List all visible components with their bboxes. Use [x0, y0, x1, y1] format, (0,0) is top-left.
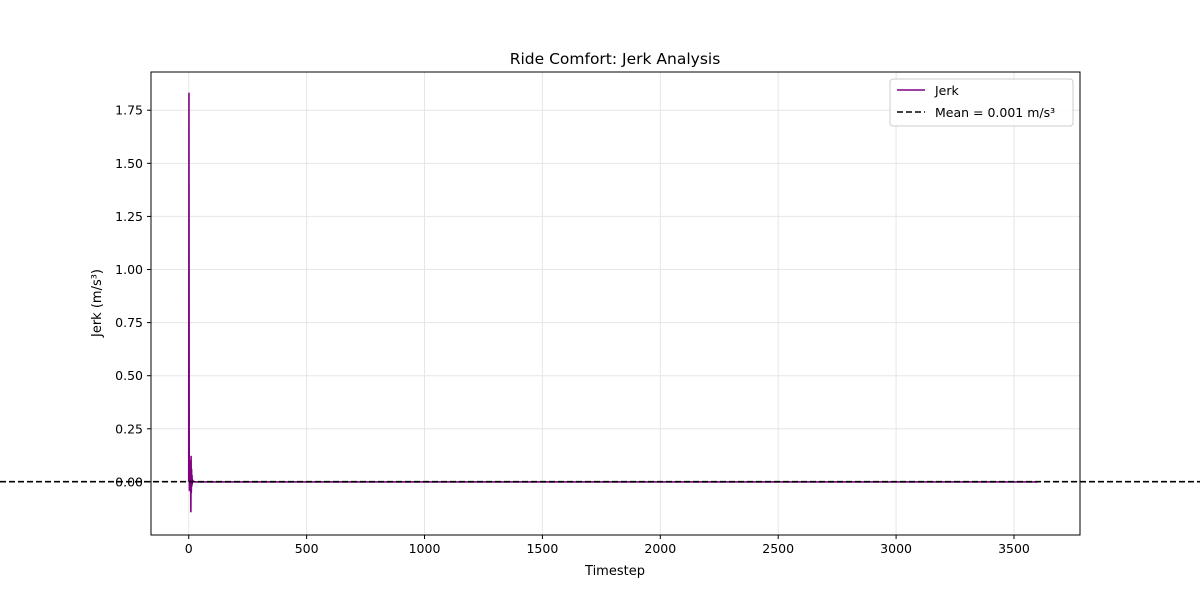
ticks: 0 500 1000 1500 2000 2500 3000 3500 0.00 0.25 0.50…	[115, 103, 1030, 556]
x-tick-label: 1500	[526, 541, 558, 556]
x-tick-label: 3000	[880, 541, 912, 556]
plot-area	[0, 92, 1200, 513]
x-tick-label: 2000	[644, 541, 676, 556]
y-tick-label: 0.25	[115, 421, 143, 436]
y-tick-label: 0.75	[115, 315, 143, 330]
x-axis-title: Timestep	[584, 564, 645, 579]
y-tick-label: 0.50	[115, 368, 143, 383]
y-tick-label: 1.50	[115, 156, 143, 171]
chart-title: Ride Comfort: Jerk Analysis	[510, 50, 721, 68]
legend-box	[889, 78, 1074, 127]
x-tick-label: 500	[295, 541, 319, 556]
y-tick-label: 0.00	[115, 474, 143, 489]
x-tick-label: 1000	[409, 541, 441, 556]
legend-label-jerk: Jerk	[934, 83, 960, 98]
axes-frame	[150, 71, 1081, 536]
x-tick-label: 2500	[762, 541, 794, 556]
y-tick-label: 1.25	[115, 209, 143, 224]
y-axis-title: Jerk (m/s³)	[90, 269, 105, 338]
legend: Jerk Mean = 0.001 m/s³	[889, 78, 1074, 127]
y-tick-label: 1.00	[115, 262, 143, 277]
legend-label-mean: Mean = 0.001 m/s³	[935, 105, 1055, 120]
x-tick-label: 3500	[998, 541, 1030, 556]
series-line-jerk	[187, 92, 1038, 513]
x-tick-label: 0	[185, 541, 193, 556]
y-tick-label: 1.75	[115, 103, 143, 118]
